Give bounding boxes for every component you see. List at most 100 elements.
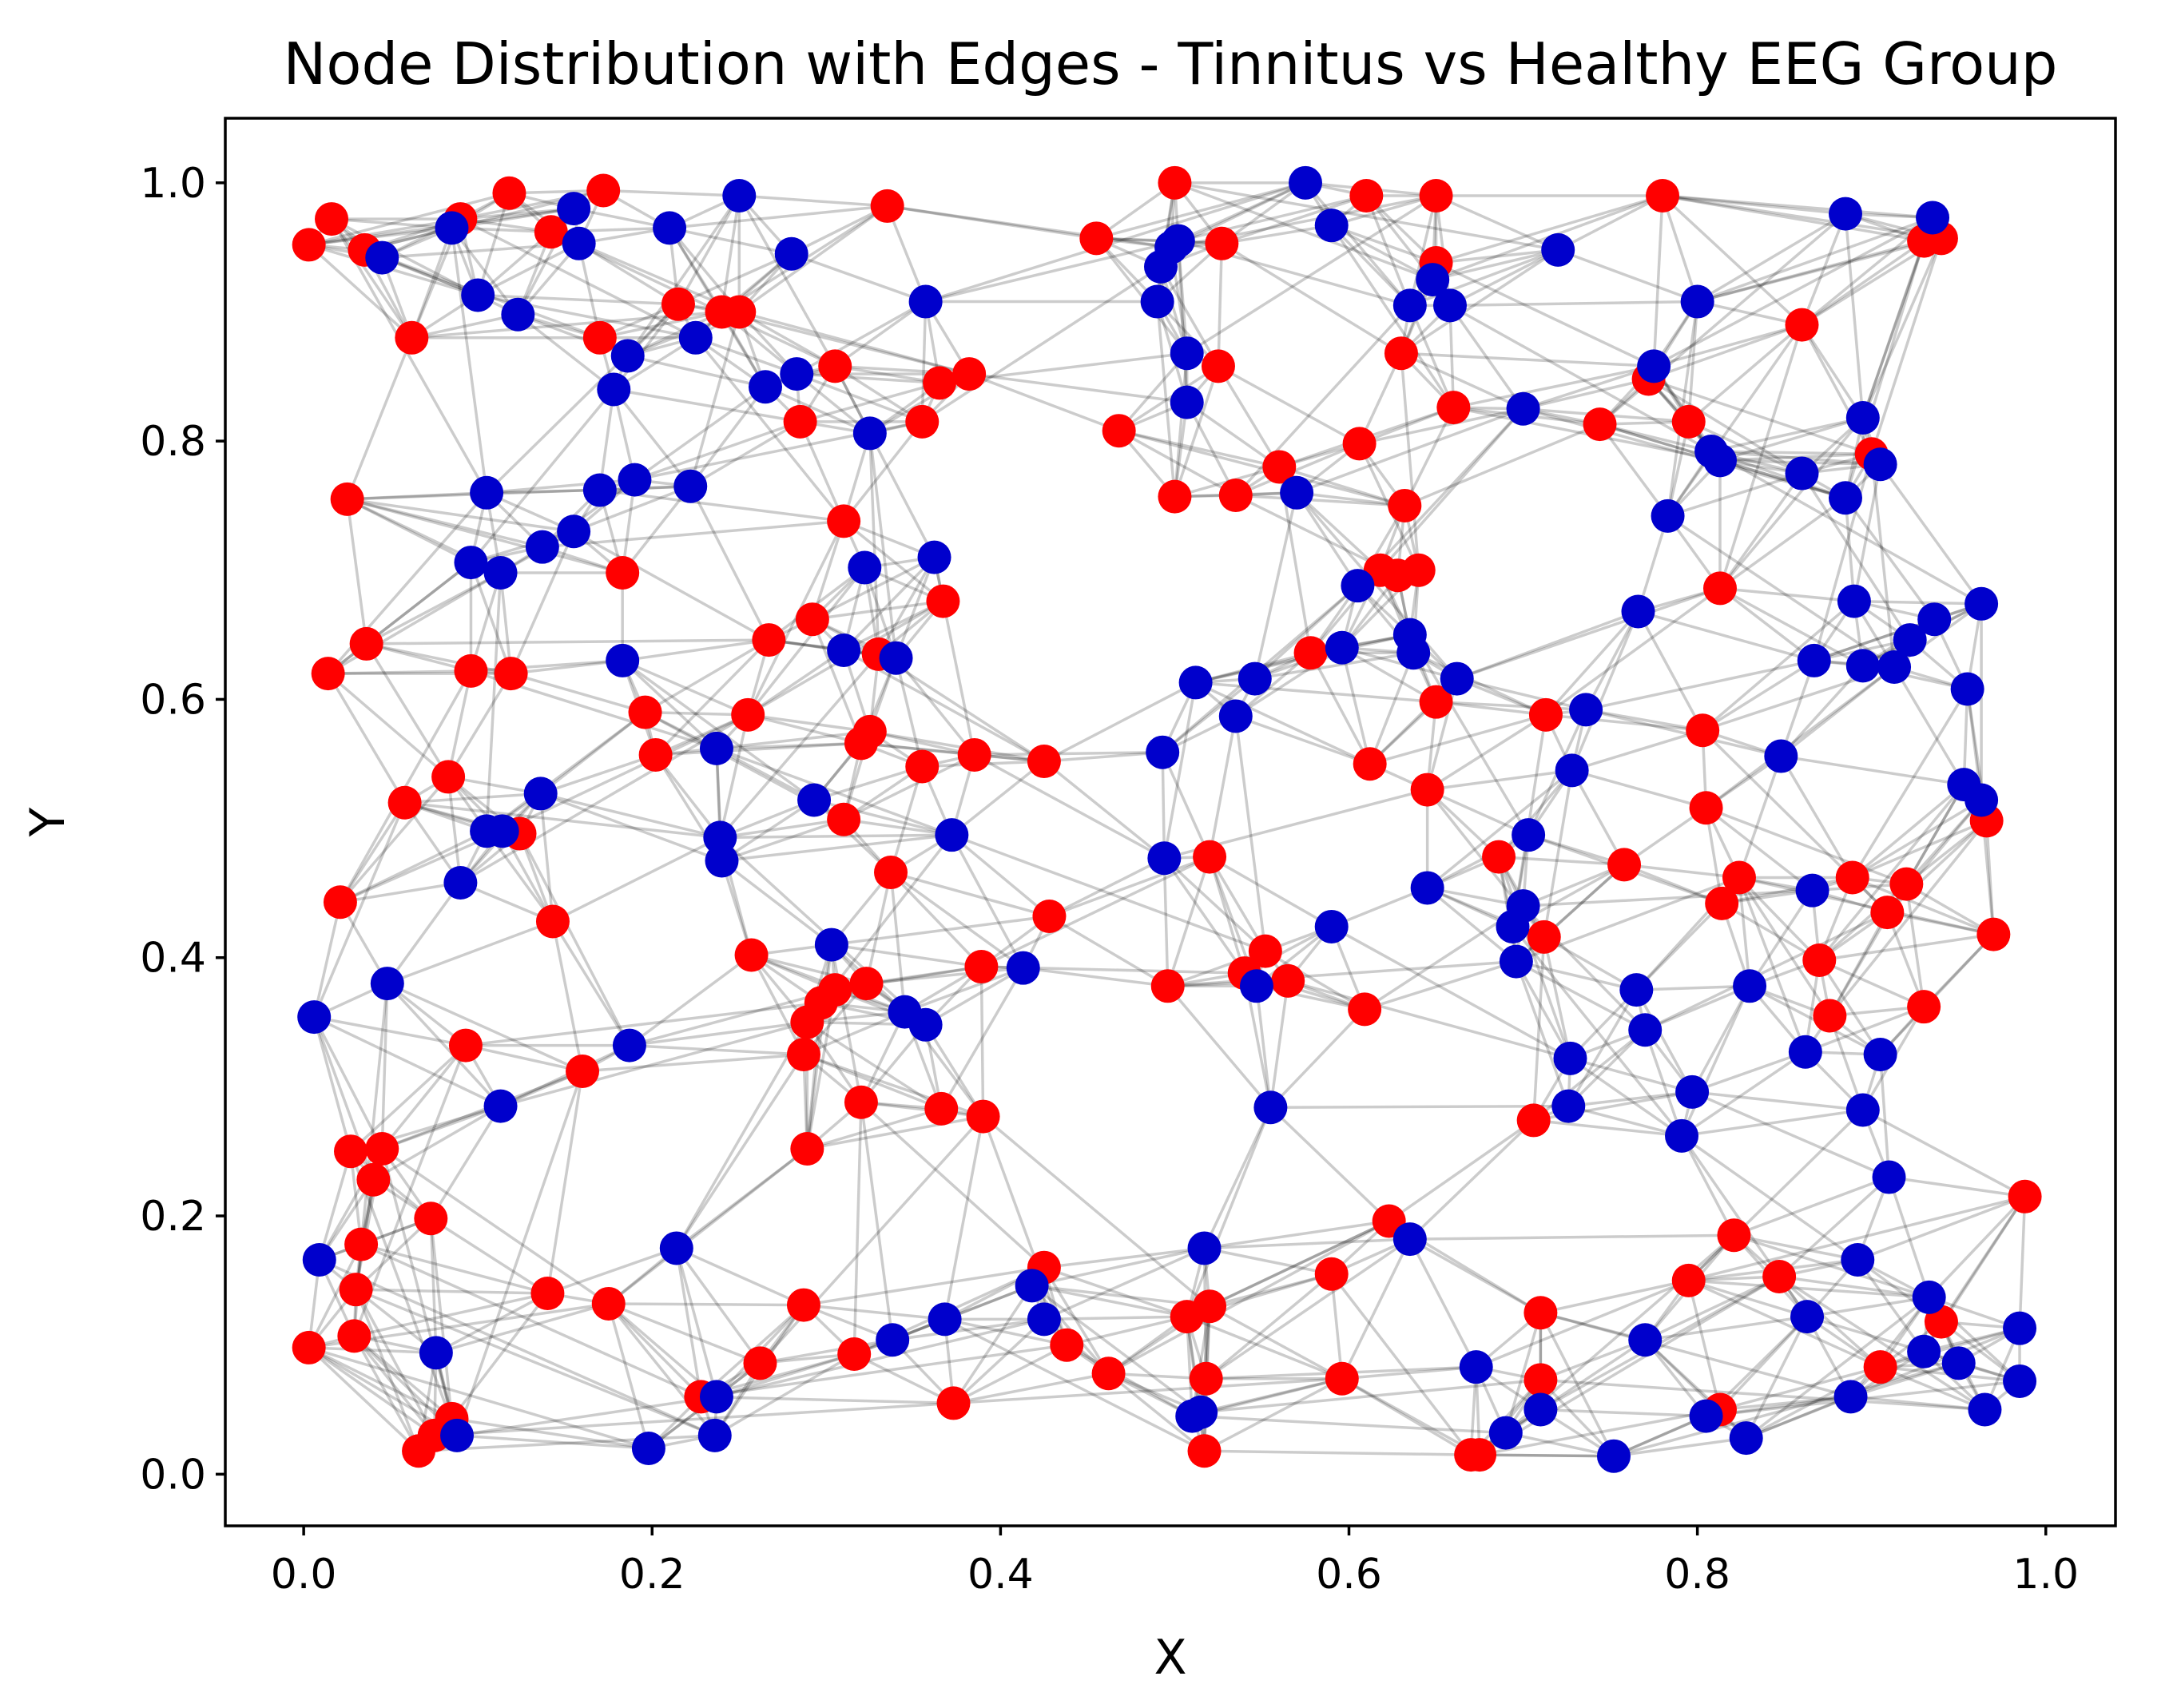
edge-line <box>1801 472 1912 641</box>
edge-line <box>834 300 927 367</box>
edge-line <box>1369 713 1547 765</box>
edge-line <box>843 600 944 652</box>
edge-line <box>951 833 1266 953</box>
edge-line <box>1705 806 1907 886</box>
healthy-node <box>1506 391 1540 426</box>
healthy-node <box>1621 594 1655 629</box>
edge-line <box>952 1344 1068 1404</box>
edge-line <box>1341 1365 1476 1380</box>
healthy-node <box>1950 672 1984 706</box>
edge-line <box>677 252 793 306</box>
edge-line <box>1738 755 1782 879</box>
edge-line <box>1426 788 1529 836</box>
edge-line <box>327 672 450 778</box>
healthy-node <box>1845 401 1880 435</box>
edge-line <box>1539 1311 1851 1399</box>
healthy-node <box>699 731 733 765</box>
healthy-node <box>848 550 882 585</box>
edge-line <box>1162 682 1198 859</box>
edge-line <box>1889 1175 2025 1198</box>
x-tick-label: 0.4 <box>967 1551 1034 1599</box>
healthy-node <box>1147 841 1182 876</box>
edge-line <box>455 1070 584 1436</box>
edge-line <box>1667 514 1896 669</box>
edge-line <box>1905 784 1965 885</box>
edge-line <box>675 1248 703 1397</box>
healthy-node <box>440 1418 475 1452</box>
edge-line <box>760 1338 893 1365</box>
edge-line <box>349 1044 467 1153</box>
tinnitus-node <box>936 1386 971 1420</box>
tinnitus-node <box>849 967 884 1001</box>
tinnitus-node <box>1353 747 1387 781</box>
healthy-node <box>1569 693 1603 727</box>
healthy-node <box>1512 818 1546 852</box>
edge-line <box>797 372 940 385</box>
edge-line <box>1828 912 1889 1017</box>
healthy-node <box>1396 636 1431 670</box>
healthy-node <box>797 783 832 817</box>
edge-line <box>360 1242 548 1295</box>
edge-line <box>842 420 924 522</box>
edge-line <box>429 1218 454 1420</box>
tinnitus-node <box>530 1277 565 1311</box>
edge-line <box>418 1434 715 1452</box>
edge-line <box>1857 1195 2026 1261</box>
edge-line <box>1781 754 1964 786</box>
edge-line <box>1331 886 1428 928</box>
edge-line <box>747 713 871 733</box>
edge-line <box>644 638 770 714</box>
tinnitus-node <box>1717 1218 1751 1253</box>
edge-line <box>1844 213 1865 419</box>
edge-line <box>1205 1273 1333 1380</box>
edge-line <box>1218 364 1361 445</box>
edge-line <box>380 1148 454 1420</box>
tinnitus-node <box>1150 969 1185 1003</box>
edge-line <box>675 1147 808 1249</box>
edge-line <box>366 638 769 645</box>
edge-line <box>607 1303 650 1449</box>
healthy-node <box>443 865 478 900</box>
edge-line <box>355 1289 436 1436</box>
edge-line <box>1304 181 1412 307</box>
healthy-node <box>1841 1242 1875 1277</box>
edge-line <box>539 711 646 795</box>
edge-line <box>465 1043 583 1073</box>
edge-line <box>1221 194 1367 245</box>
edge-line <box>510 530 575 674</box>
edge-line <box>429 1218 438 1353</box>
edge-line <box>721 799 816 862</box>
edge-line <box>689 420 801 488</box>
tinnitus-node <box>1193 840 1227 874</box>
edge-line <box>1721 902 1821 962</box>
edge-line <box>1886 911 1994 936</box>
edge-line <box>1186 401 1281 468</box>
tinnitus-node <box>1527 920 1561 954</box>
healthy-node <box>419 1336 453 1370</box>
healthy-node <box>908 1007 943 1042</box>
edge-line <box>866 965 982 985</box>
x-tick-label: 0.6 <box>1316 1551 1382 1599</box>
edge-line <box>477 242 580 297</box>
edge-line <box>1905 820 1988 885</box>
healthy-node <box>1764 739 1798 773</box>
edge-line <box>465 1001 821 1047</box>
edge-line <box>622 659 816 801</box>
edge-line <box>716 747 952 836</box>
tinnitus-node <box>1384 336 1418 371</box>
edge-line <box>1745 1316 1809 1439</box>
edge-line <box>1209 1273 1333 1308</box>
edge-line <box>404 801 721 840</box>
edge-line <box>1204 1219 1389 1250</box>
edge-line <box>1358 406 1454 445</box>
edge-line <box>1331 224 1437 264</box>
edge-line <box>1778 1275 1929 1299</box>
edge-line <box>476 193 511 296</box>
edge-line <box>1662 194 1846 216</box>
edge-line <box>654 638 770 757</box>
edge-line <box>308 1346 435 1437</box>
tinnitus-node <box>431 760 466 794</box>
edge-line <box>1710 416 1864 453</box>
healthy-node <box>678 320 713 355</box>
edge-line <box>1567 1104 1682 1138</box>
